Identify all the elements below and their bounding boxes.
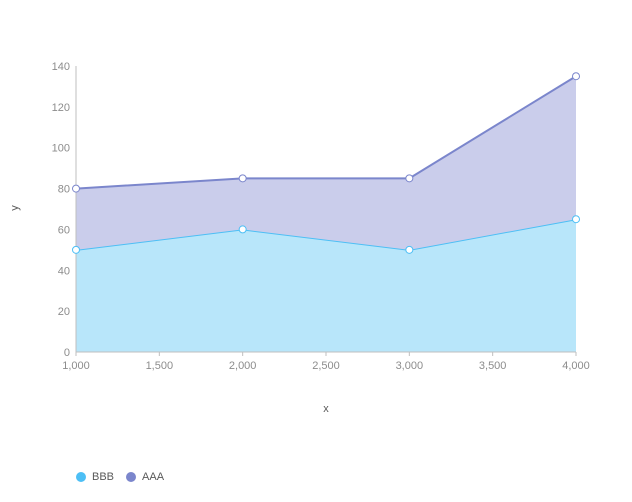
y-tick-label: 100 [52,143,70,155]
y-tick-label: 80 [58,184,70,196]
data-point-aaa[interactable] [405,174,414,183]
x-axis-title: x [323,403,329,415]
x-tick-label: 1,500 [146,360,174,372]
data-point-bbb[interactable] [238,225,247,234]
legend-label-aaa: AAA [142,471,165,483]
points-layer [72,72,580,254]
y-tick-label: 120 [52,102,70,114]
series-line-aaa [75,75,577,190]
y-tick-label: 60 [58,224,70,236]
x-tick-label: 2,500 [312,360,340,372]
y-tick-label: 0 [64,347,70,359]
area-fill-bbb [76,219,576,352]
x-tick-label: 3,000 [396,360,424,372]
legend-item-aaa[interactable]: AAA [126,471,164,483]
legend: BBB AAA [76,471,176,483]
ticks-layer: 0 20 40 60 80 100 120 140 1,000 1,500 2,000 2,500 3,… [52,61,590,372]
data-point-bbb[interactable] [72,245,80,254]
y-tick-label: 140 [52,61,70,73]
legend-item-bbb[interactable]: BBB [76,471,114,483]
data-point-aaa[interactable] [72,184,80,193]
legend-marker-aaa [126,472,137,482]
data-point-bbb[interactable] [405,245,414,254]
x-tick-label: 4,000 [562,360,590,372]
y-tick-label: 40 [58,265,70,277]
x-tick-label: 3,500 [479,360,507,372]
x-tick-label: 2,000 [229,360,257,372]
data-point-aaa[interactable] [238,174,247,183]
x-tick-label: 1,000 [62,360,90,372]
legend-label-bbb: BBB [92,471,115,483]
area-fill-aaa [76,76,576,250]
data-point-bbb[interactable] [572,215,580,224]
area-layer [75,75,577,352]
legend-marker-bbb [76,472,86,482]
data-point-aaa[interactable] [572,72,580,81]
y-axis-title: y [9,205,21,211]
y-tick-label: 20 [58,306,70,318]
